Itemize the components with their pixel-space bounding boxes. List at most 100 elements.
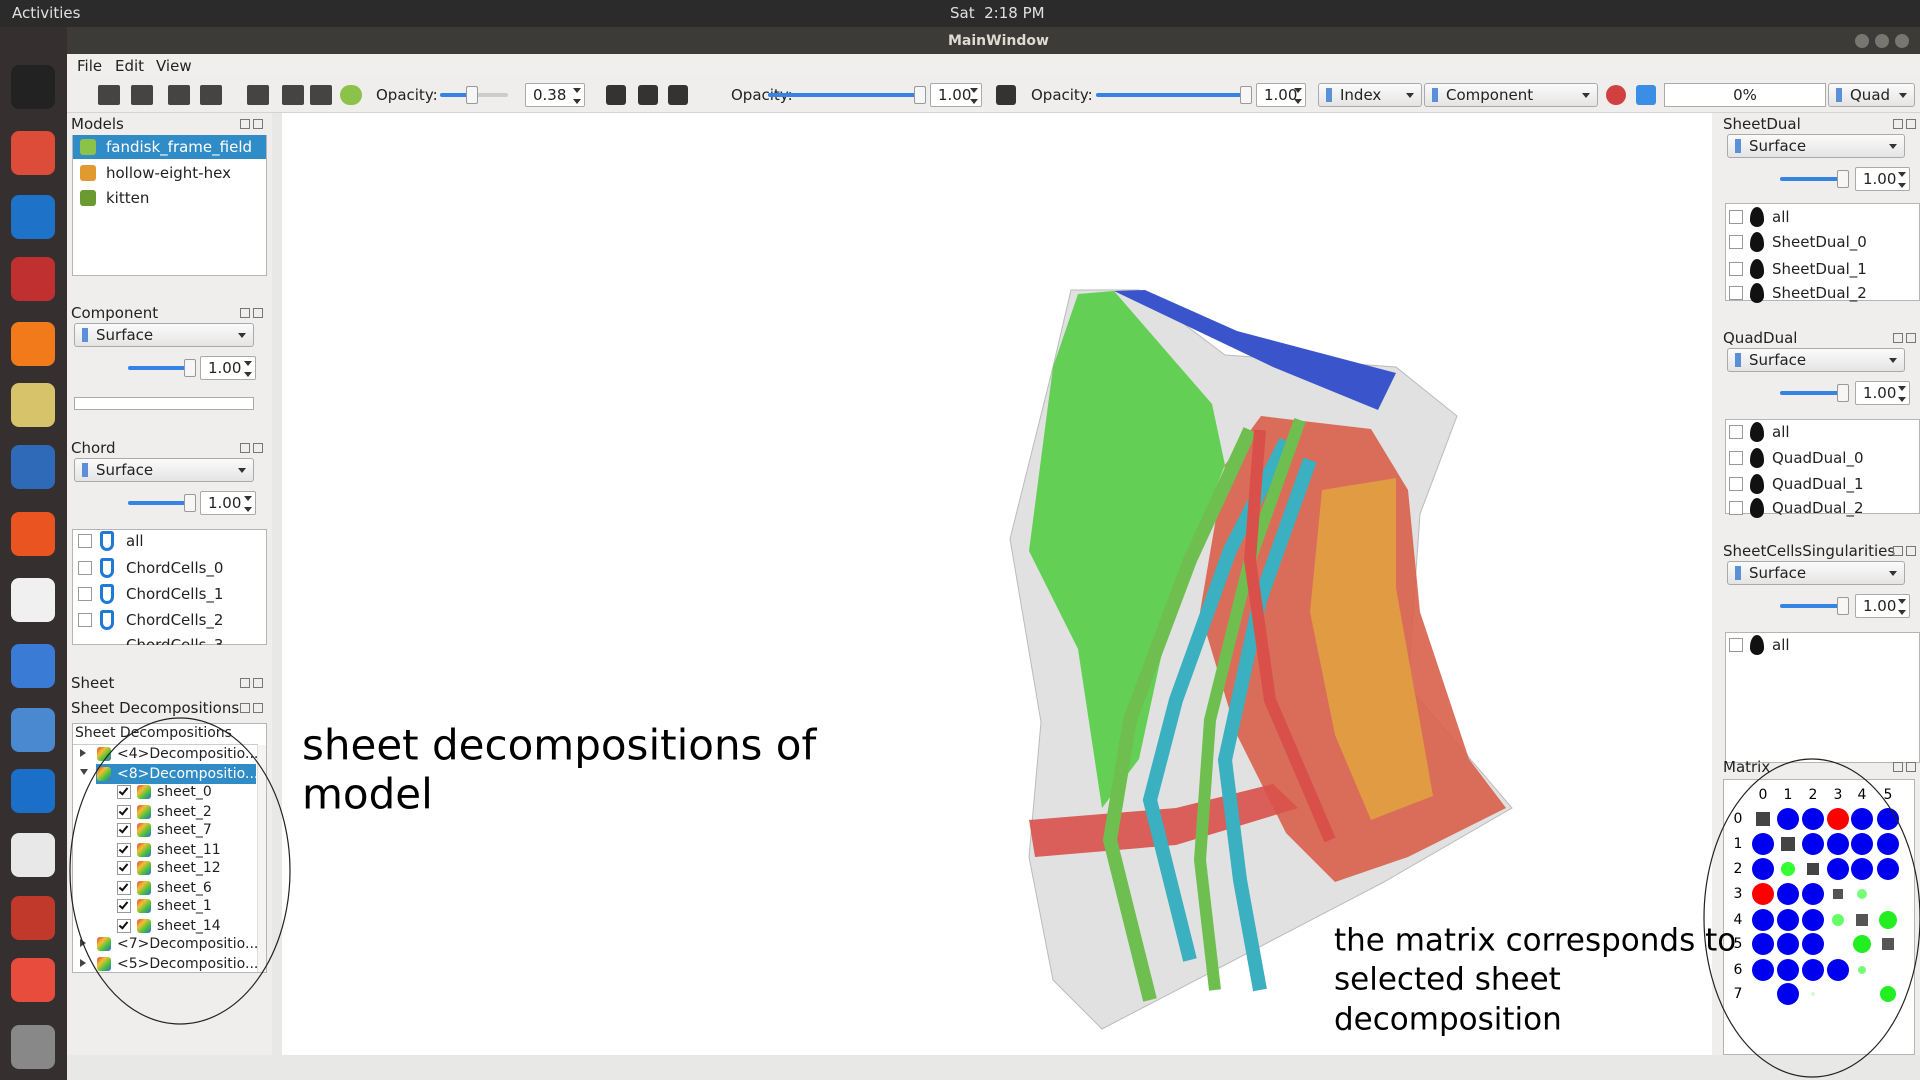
- tree-item[interactable]: sheet_2: [157, 804, 212, 820]
- combo-box[interactable]: [1318, 83, 1422, 107]
- toolbar-icon[interactable]: [98, 85, 120, 105]
- clock[interactable]: Sat 2:18 PM: [950, 4, 1045, 22]
- toolbar-icon[interactable]: [340, 85, 362, 105]
- toolbar-icon[interactable]: [1606, 85, 1626, 105]
- checkbox[interactable]: [1729, 477, 1743, 491]
- window-button[interactable]: [1855, 34, 1869, 48]
- toolbar-icon[interactable]: [282, 85, 304, 105]
- list-item[interactable]: all: [1772, 636, 1790, 654]
- checkbox[interactable]: [1729, 262, 1743, 276]
- model-item[interactable]: kitten: [106, 189, 150, 207]
- dock-close-btn[interactable]: [253, 443, 263, 453]
- checkbox[interactable]: [78, 613, 92, 627]
- tree-item[interactable]: sheet_1: [157, 898, 212, 914]
- dock-close-btn[interactable]: [1906, 546, 1916, 556]
- list-item[interactable]: QuadDual_2: [1772, 499, 1864, 517]
- tree-item[interactable]: <5>Decompositio...: [117, 956, 259, 972]
- toolbar-icon[interactable]: [310, 85, 332, 105]
- list-item[interactable]: SheetDual_2: [1772, 284, 1867, 302]
- expand-arrow[interactable]: [80, 939, 86, 947]
- activities[interactable]: Activities: [12, 4, 81, 22]
- combo-box[interactable]: [1727, 134, 1905, 158]
- list-item[interactable]: SheetDual_1: [1772, 260, 1867, 278]
- toolbar-icon[interactable]: [606, 85, 626, 105]
- dock-close-btn[interactable]: [253, 703, 263, 713]
- dock-icon[interactable]: [11, 958, 55, 1002]
- slider-handle[interactable]: [1837, 597, 1849, 615]
- dock-float-btn[interactable]: [240, 703, 250, 713]
- dock-icon[interactable]: [11, 383, 55, 427]
- list-item[interactable]: QuadDual_0: [1772, 449, 1864, 467]
- tree-item[interactable]: <7>Decompositio...: [117, 936, 259, 952]
- toolbar-icon[interactable]: [1636, 85, 1656, 105]
- dock-float-btn[interactable]: [1893, 546, 1903, 556]
- dock-float-btn[interactable]: [240, 308, 250, 318]
- checkbox[interactable]: [1729, 210, 1743, 224]
- chord-item[interactable]: ChordCells_1: [126, 585, 224, 603]
- dock-icon[interactable]: [11, 769, 55, 813]
- dock-float-btn[interactable]: [1893, 333, 1903, 343]
- tree-item[interactable]: sheet_6: [157, 880, 212, 896]
- window-button[interactable]: [1875, 34, 1889, 48]
- expand-arrow[interactable]: [80, 959, 86, 967]
- chord-item[interactable]: ChordCells_3: [126, 637, 223, 645]
- menu-item[interactable]: View: [156, 57, 192, 75]
- dock-close-btn[interactable]: [1906, 119, 1916, 129]
- dock-close-btn[interactable]: [253, 678, 263, 688]
- list-item[interactable]: SheetDual_0: [1772, 233, 1867, 251]
- dock-float-btn[interactable]: [240, 678, 250, 688]
- tree-item[interactable]: sheet_11: [157, 842, 221, 858]
- model-item[interactable]: fandisk_frame_field: [106, 138, 253, 156]
- dock-close-btn[interactable]: [253, 119, 263, 129]
- combo-box[interactable]: [1424, 83, 1598, 107]
- dock-float-btn[interactable]: [1893, 119, 1903, 129]
- slider-handle[interactable]: [184, 359, 196, 377]
- checkbox[interactable]: [1729, 451, 1743, 465]
- tree-item[interactable]: <8>Decompositio...: [117, 766, 259, 782]
- spin-box[interactable]: [930, 83, 982, 107]
- list-item[interactable]: all: [1772, 208, 1790, 226]
- chord-item[interactable]: ChordCells_0: [126, 559, 224, 577]
- dock-float-btn[interactable]: [1893, 762, 1903, 772]
- checkbox[interactable]: [1729, 638, 1743, 652]
- dock-icon[interactable]: [11, 644, 55, 688]
- dock-close-btn[interactable]: [1906, 333, 1916, 343]
- dock-icon[interactable]: [11, 131, 55, 175]
- dock-icon[interactable]: [11, 322, 55, 366]
- dock-icon[interactable]: [11, 195, 55, 239]
- chord-item[interactable]: ChordCells_2: [126, 611, 224, 629]
- toolbar-icon[interactable]: [200, 85, 222, 105]
- tree-item[interactable]: sheet_0: [157, 784, 212, 800]
- dock-icon[interactable]: [11, 445, 55, 489]
- combo-box[interactable]: [74, 323, 254, 347]
- dock-icon[interactable]: [11, 65, 55, 109]
- chord-item[interactable]: all: [126, 532, 144, 550]
- dock-close-btn[interactable]: [1906, 762, 1916, 772]
- dock-float-btn[interactable]: [240, 119, 250, 129]
- expand-arrow[interactable]: [80, 749, 86, 757]
- checkbox[interactable]: [1729, 235, 1743, 249]
- tree-item[interactable]: sheet_12: [157, 860, 221, 876]
- toolbar-icon[interactable]: [247, 85, 269, 105]
- dock-icon[interactable]: [11, 512, 55, 556]
- slider-handle[interactable]: [184, 494, 196, 512]
- checkbox[interactable]: [78, 561, 92, 575]
- checkbox[interactable]: [1729, 501, 1743, 515]
- toolbar-icon[interactable]: [996, 85, 1016, 105]
- dock-icon[interactable]: [11, 896, 55, 940]
- expand-arrow[interactable]: [80, 769, 88, 775]
- toolbar-icon[interactable]: [668, 85, 688, 105]
- combo-box[interactable]: [74, 458, 254, 482]
- dock-icon[interactable]: [11, 833, 55, 877]
- toolbar-icon[interactable]: [638, 85, 658, 105]
- slider-handle[interactable]: [914, 86, 926, 104]
- slider-handle[interactable]: [1240, 86, 1252, 104]
- window-button[interactable]: [1895, 34, 1909, 48]
- slider-handle[interactable]: [1837, 384, 1849, 402]
- toolbar-icon[interactable]: [168, 85, 190, 105]
- checkbox[interactable]: [78, 534, 92, 548]
- menu-item[interactable]: Edit: [115, 57, 145, 75]
- dock-icon[interactable]: [11, 257, 55, 301]
- checkbox[interactable]: [1729, 286, 1743, 300]
- menu-item[interactable]: File: [77, 57, 103, 75]
